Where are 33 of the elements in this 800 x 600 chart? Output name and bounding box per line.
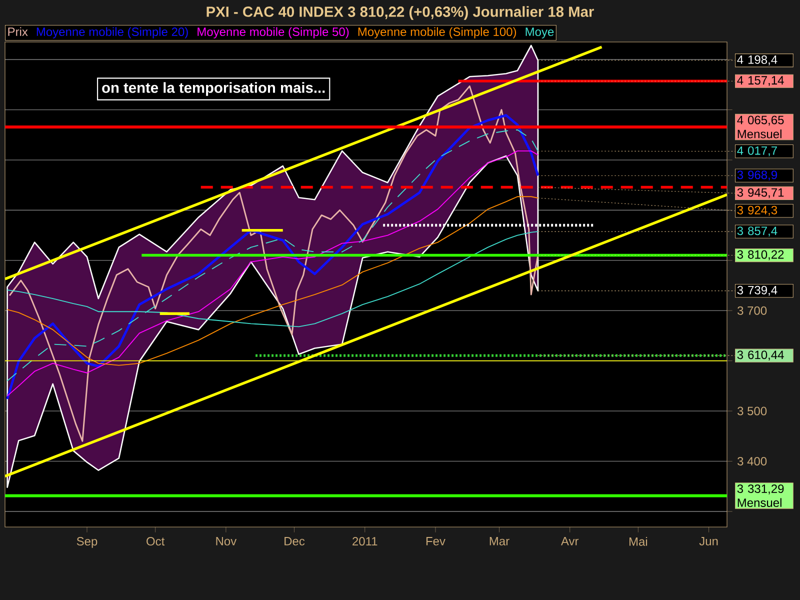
line-series <box>6 196 538 366</box>
x-tick-label: 2011 <box>352 537 378 546</box>
ref-line-label: 3 331,29 Mensuel <box>737 484 784 507</box>
x-tick-label: Mar <box>490 537 510 546</box>
text: Moyenne mobile (Simple 100) <box>358 27 516 38</box>
annotation: 4 017,7 <box>737 146 777 156</box>
annotation: 3 945,71 <box>737 188 784 198</box>
x-tick-label: Jun <box>699 537 718 546</box>
text: Moye <box>526 28 554 38</box>
annotation: 4 157,14 <box>737 76 784 86</box>
y-tick-label: 3 700 <box>738 306 767 315</box>
annotation: on tente la temporisation mais... <box>102 82 325 96</box>
x-tick-label: Avr <box>560 537 579 546</box>
x-tick-label: Mai <box>629 537 648 546</box>
annotation: 3 968,9 <box>737 170 777 181</box>
chart-title: PXI - CAC 40 INDEX 3 810,22 (+0,63%) Journalier 18 Mar <box>206 6 594 20</box>
text: Moyenne mobile (Simple 50) <box>198 27 349 38</box>
y-tick-label: 3 400 <box>738 456 767 466</box>
annotation: 3 739,4 <box>737 286 778 296</box>
x-tick-label: Sep <box>76 537 98 548</box>
text: Prix <box>8 27 28 36</box>
x-tick-label: Dec <box>284 537 305 546</box>
annotation: 4 198,4 <box>737 55 778 66</box>
x-tick-label: Nov <box>216 537 237 546</box>
ref-line-label: 4 065,65 Mensuel <box>737 116 784 138</box>
x-tick-label: Fev <box>426 537 446 546</box>
y-tick-label: 3 500 <box>738 406 767 416</box>
annotation: 3 610,44 <box>737 350 784 361</box>
annotation: 3 810,22 <box>737 250 784 260</box>
x-tick-label: Oct <box>146 537 165 546</box>
annotation: 3 857,4 <box>737 226 778 237</box>
annotation: 3 924,3 <box>737 206 778 216</box>
text: Moyenne mobile (Simple 20) <box>36 27 188 38</box>
